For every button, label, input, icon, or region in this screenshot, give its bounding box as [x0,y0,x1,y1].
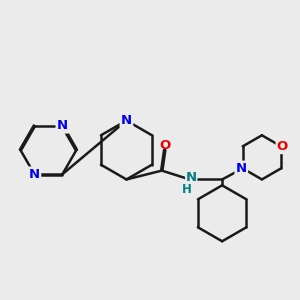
Text: N: N [29,168,40,181]
Text: O: O [159,139,170,152]
Text: N: N [186,172,197,184]
Text: H: H [182,183,192,196]
Text: N: N [121,114,132,127]
Text: O: O [277,140,288,153]
Text: N: N [236,162,247,175]
Text: N: N [57,119,68,132]
